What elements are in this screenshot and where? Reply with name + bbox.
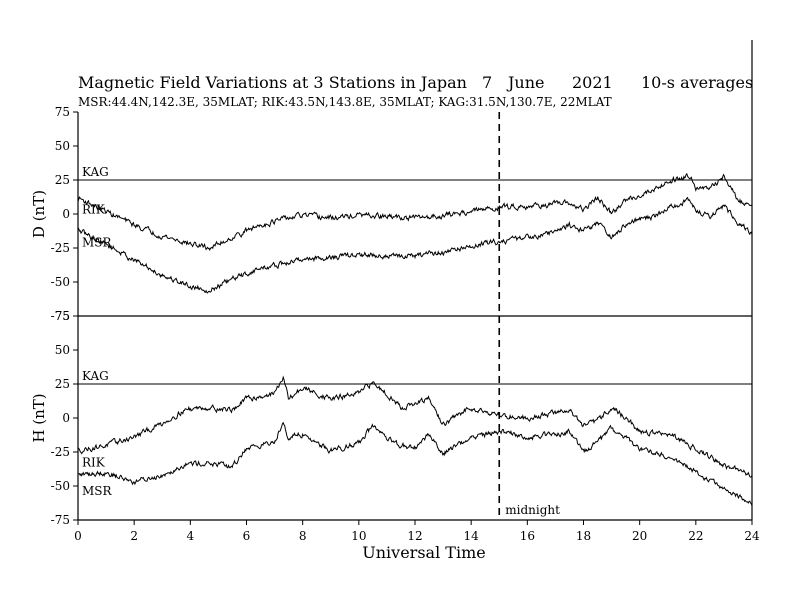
x-tick-label: 24: [744, 529, 760, 543]
y-tick-label: -75: [51, 309, 70, 323]
panel-h: 75 50 25 0 -25 -50 -75 H (nT) KAG RIK MSR: [30, 309, 753, 527]
series-label-msr: MSR: [82, 235, 113, 249]
series-line-rik: [77, 172, 753, 252]
y-tick-label: 25: [55, 377, 70, 391]
chart-subtitle: MSR:44.4N,142.3E, 35MLAT; RIK:43.5N,143.…: [78, 95, 612, 109]
y-tick-label: 50: [55, 343, 70, 357]
midnight-label: midnight: [505, 503, 560, 517]
y-tick-label: 0: [62, 207, 70, 221]
x-tick-label: 18: [576, 529, 591, 543]
panels-group: 75 50 25 0 -25 -50 -75 D (nT) KAG RIK MSR 75 50 25 0 -2…: [30, 105, 753, 527]
x-tick-label: 2: [130, 529, 138, 543]
y-tick-label: -25: [51, 445, 70, 459]
x-ticks-group: 0 2 4 6 8 10 12 14 16 18 20 22 24: [74, 520, 760, 543]
y-tick-label: 25: [55, 173, 70, 187]
title-month: June: [506, 73, 545, 92]
y-tick-label: 0: [62, 411, 70, 425]
chart-title: Magnetic Field Variations at 3 Stations …: [78, 73, 753, 92]
series-label-kag: KAG: [82, 369, 109, 383]
title-averages: 10-s averages: [641, 73, 753, 92]
y-tick-label: -25: [51, 241, 70, 255]
series-line-msr: [77, 421, 753, 506]
series-label-rik: RIK: [82, 456, 106, 470]
x-tick-label: 20: [632, 529, 647, 543]
series-label-msr: MSR: [82, 484, 113, 498]
x-tick-label: 6: [243, 529, 251, 543]
x-tick-label: 14: [464, 529, 480, 543]
series-label-kag: KAG: [82, 165, 109, 179]
x-tick-label: 10: [351, 529, 366, 543]
x-axis-title: Universal Time: [362, 543, 485, 562]
title-day: 7: [482, 73, 492, 92]
y-tick-label: -50: [51, 275, 70, 289]
title-main: Magnetic Field Variations at 3 Stations …: [78, 73, 467, 92]
y-tick-label: -75: [51, 513, 70, 527]
x-tick-label: 22: [688, 529, 703, 543]
x-tick-label: 16: [520, 529, 535, 543]
x-tick-label: 0: [74, 529, 82, 543]
y-tick-label: 75: [55, 309, 70, 323]
y-axis-title: H (nT): [30, 393, 48, 442]
series-line-msr: [77, 196, 753, 294]
series-label-rik: RIK: [82, 203, 106, 217]
x-tick-label: 12: [407, 529, 422, 543]
y-axis-title: D (nT): [30, 190, 48, 238]
x-tick-label: 8: [299, 529, 307, 543]
y-tick-label: 75: [55, 105, 70, 119]
series-line-rik: [77, 375, 753, 478]
panel-d: 75 50 25 0 -25 -50 -75 D (nT) KAG RIK MSR: [30, 105, 753, 323]
y-tick-label: -50: [51, 479, 70, 493]
y-tick-label: 50: [55, 139, 70, 153]
title-year: 2021: [572, 73, 613, 92]
x-tick-label: 4: [187, 529, 195, 543]
